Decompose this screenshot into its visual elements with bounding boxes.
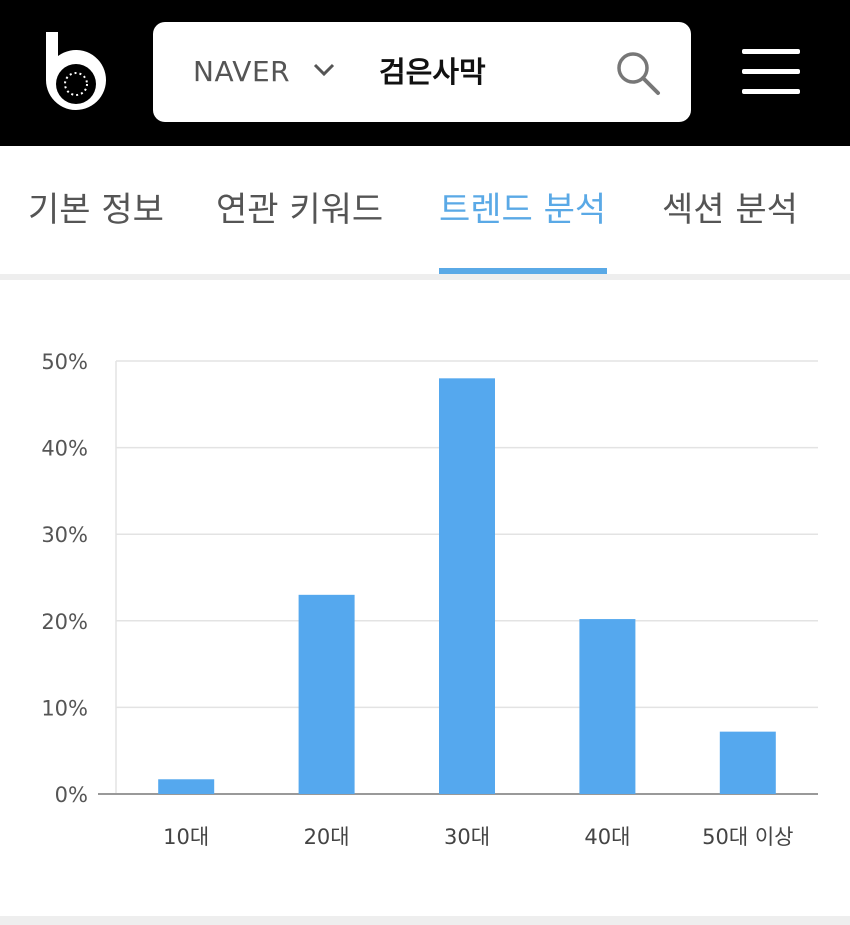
tab-basic-info[interactable]: 기본 정보	[28, 190, 164, 230]
x-tick-label: 20대	[304, 825, 350, 849]
search-icon[interactable]	[615, 50, 661, 96]
x-tick-label: 30대	[444, 825, 490, 849]
bar[interactable]	[439, 378, 495, 794]
search-input[interactable]: 검은사막	[379, 55, 486, 89]
y-tick-label: 0%	[55, 783, 88, 807]
b-logo-icon[interactable]	[40, 30, 112, 116]
top-bar: NAVER 검은사막	[0, 0, 850, 146]
bar[interactable]	[298, 594, 355, 794]
y-tick-label: 30%	[41, 523, 88, 547]
active-tab-indicator	[439, 268, 607, 274]
x-tick-label: 40대	[584, 825, 630, 849]
tab-trend-analysis[interactable]: 트렌드 분석	[439, 190, 607, 230]
tab-section-analysis[interactable]: 섹션 분석	[662, 190, 798, 230]
x-tick-label: 50대 이상	[702, 825, 793, 849]
y-tick-label: 40%	[41, 437, 88, 461]
search-box[interactable]: NAVER 검은사막	[153, 22, 691, 122]
hamburger-menu-icon[interactable]	[742, 49, 800, 95]
x-tick-label: 10대	[163, 825, 209, 849]
chevron-down-icon[interactable]	[313, 62, 335, 78]
tab-related-keywords[interactable]: 연관 키워드	[216, 190, 384, 230]
bar[interactable]	[719, 731, 776, 794]
y-tick-label: 50%	[41, 350, 88, 374]
bar[interactable]	[579, 619, 636, 794]
search-engine-selector[interactable]: NAVER	[193, 55, 291, 88]
section-divider	[0, 274, 850, 280]
y-tick-label: 10%	[41, 696, 88, 720]
bar[interactable]	[158, 779, 215, 794]
age-bar-chart: 0% 10% 20% 30% 40% 50% 10대 20대 30대 40대 50대 이상	[41, 350, 818, 849]
y-tick-label: 20%	[41, 610, 88, 634]
tab-bar: 기본 정보 연관 키워드 트렌드 분석 섹션 분석	[0, 146, 850, 274]
bottom-divider	[0, 916, 850, 925]
